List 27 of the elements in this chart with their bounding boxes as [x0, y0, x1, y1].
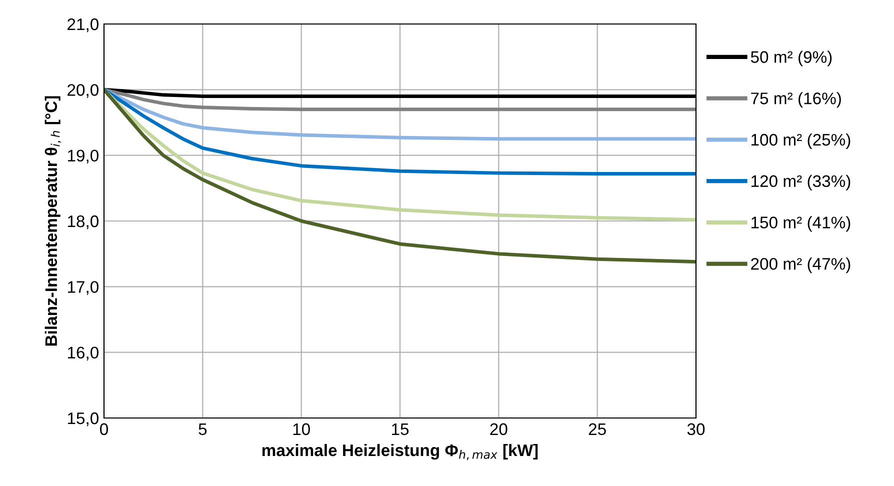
x-tick-label: 20	[490, 423, 508, 436]
legend-label: 100 m² (25%)	[752, 133, 850, 149]
x-tick-label: 30	[687, 423, 705, 436]
legend-label: 75 m² (16%)	[751, 92, 841, 108]
line-series	[104, 88, 696, 176]
legend-label: 150 m² (41%)	[752, 216, 850, 232]
x-axis-title: maximale Heizleistung Φ$_{h,max}$ [kW]	[262, 444, 538, 460]
y-tick-label: 17,0	[68, 281, 98, 295]
line-series	[104, 88, 696, 141]
legend-label: 50 m² (9%)	[750, 50, 832, 66]
legend-label: 200 m² (47%)	[751, 258, 850, 274]
y-tick-label: 15,0	[68, 412, 98, 426]
y-tick-label: 21,0	[68, 18, 98, 32]
line-series	[104, 88, 696, 112]
y-tick-label: 18,0	[68, 215, 98, 230]
y-axis-title: Bilanz-Innentemperatur θ$_{i,h}$ [°C]	[44, 96, 61, 346]
y-tick-label: 16,0	[68, 346, 98, 361]
line-series	[104, 88, 696, 264]
x-tick-label: 0	[100, 423, 108, 436]
x-tick-label: 10	[293, 423, 310, 436]
x-tick-label: 5	[198, 423, 207, 436]
line-series	[104, 88, 696, 222]
y-tick-label: 20,0	[68, 84, 98, 98]
legend-label: 120 m² (33%)	[752, 174, 850, 190]
x-tick-label: 25	[588, 423, 606, 436]
y-tick-label: 19,0	[68, 150, 98, 164]
x-tick-label: 15	[392, 423, 409, 436]
